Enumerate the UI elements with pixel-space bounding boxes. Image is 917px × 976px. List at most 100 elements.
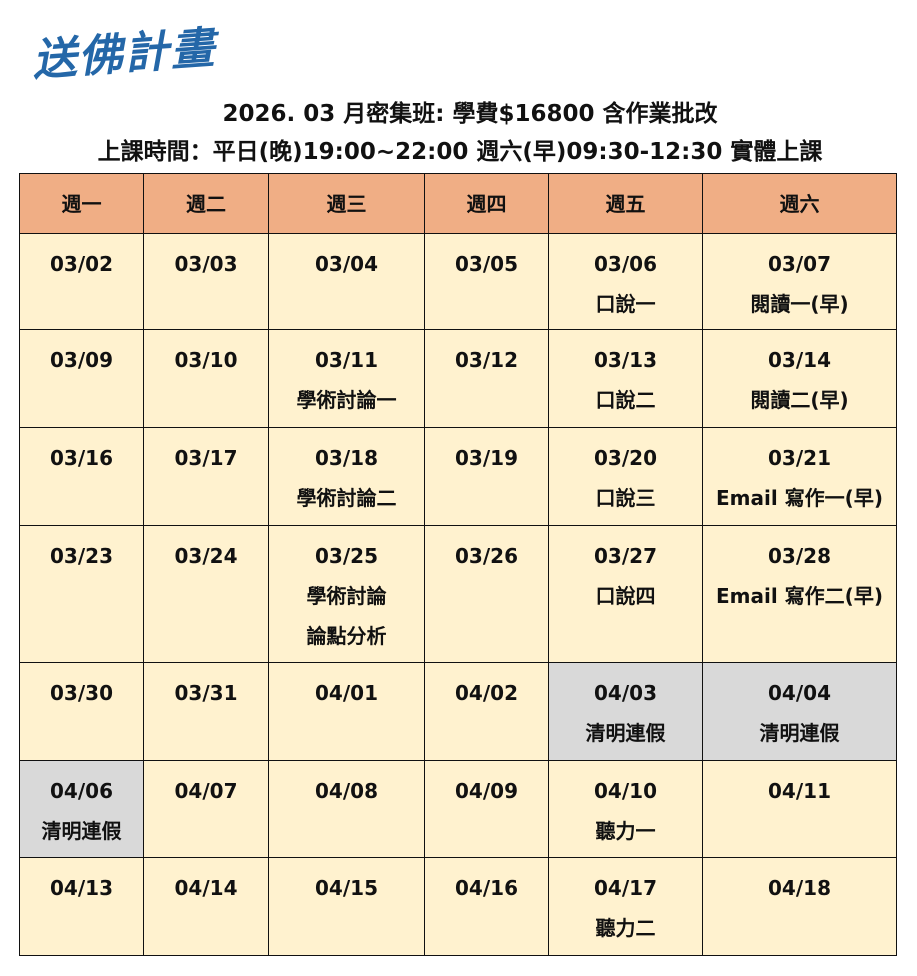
- date-label: 04/13: [50, 876, 113, 900]
- day-cell: 03/30: [19, 662, 144, 761]
- logo: 送佛計畫: [30, 22, 218, 87]
- day-cell: 04/09: [424, 760, 549, 858]
- weekday-header: 週五: [548, 173, 703, 234]
- day-cell: 03/02: [19, 233, 144, 330]
- day-cell: 04/10 聽力一: [548, 760, 703, 858]
- date-label: 03/31: [174, 681, 238, 705]
- day-cell: 03/17: [143, 427, 269, 526]
- date-label: 03/04: [315, 252, 378, 276]
- date-label: 03/19: [455, 446, 518, 470]
- date-label: 03/25: [315, 544, 378, 568]
- weekday-header: 週二: [143, 173, 269, 234]
- date-label: 04/14: [174, 876, 238, 900]
- class-label: 口說二: [595, 388, 656, 412]
- class-label: 閱讀一(早): [750, 292, 849, 316]
- date-label: 04/08: [315, 779, 378, 803]
- date-label: 04/07: [174, 779, 238, 803]
- day-cell: 03/16: [19, 427, 144, 526]
- date-label: 03/12: [455, 348, 518, 372]
- date-label: 04/17: [594, 876, 657, 900]
- class-label: 閱讀二(早): [750, 388, 849, 412]
- date-label: 04/02: [455, 681, 518, 705]
- day-cell: 04/01: [268, 662, 425, 761]
- date-label: 03/14: [768, 348, 831, 372]
- date-label: 03/27: [594, 544, 657, 568]
- date-label: 04/15: [315, 876, 378, 900]
- class-label: Email 寫作二(早): [716, 584, 883, 608]
- date-label: 03/24: [174, 544, 238, 568]
- class-label: 論點分析: [306, 624, 387, 648]
- class-label: 學術討論: [306, 584, 387, 608]
- day-cell: 03/05: [424, 233, 549, 330]
- date-label: 03/02: [50, 252, 113, 276]
- date-label: 03/10: [174, 348, 238, 372]
- day-cell: 03/12: [424, 329, 549, 428]
- week-row: 03/30 03/31 04/01 04/02 04/03 清明連假 04/04 清明連假: [19, 662, 897, 761]
- week-row: 03/16 03/17 03/18 學術討論二 03/19 03/20 口說三 03/21 Em…: [19, 427, 897, 526]
- day-cell: 04/16: [424, 857, 549, 956]
- day-cell: 03/27 口說四: [548, 525, 703, 663]
- day-cell: 03/07 閱讀一(早): [702, 233, 897, 330]
- date-label: 03/30: [50, 681, 113, 705]
- day-cell: 04/17 聽力二: [548, 857, 703, 956]
- class-label: 口說四: [595, 584, 656, 608]
- day-cell: 03/20 口說三: [548, 427, 703, 526]
- schedule-table: 週一 週二 週三 週四 週五 週六 03/02 03/03 03/04 03/05 03/06 口說…: [19, 173, 897, 956]
- date-label: 03/23: [50, 544, 113, 568]
- header-row: 週一 週二 週三 週四 週五 週六: [19, 173, 897, 234]
- day-cell: 03/19: [424, 427, 549, 526]
- weekday-header: 週三: [268, 173, 425, 234]
- class-label: 清明連假: [41, 819, 122, 843]
- week-row: 03/23 03/24 03/25 學術討論 論點分析 03/26 03/27 口說四 03/2…: [19, 525, 897, 663]
- day-cell: 04/14: [143, 857, 269, 956]
- day-cell: 03/28 Email 寫作二(早): [702, 525, 897, 663]
- class-label: 學術討論一: [296, 388, 397, 412]
- date-label: 04/11: [768, 779, 831, 803]
- date-label: 04/01: [315, 681, 378, 705]
- holiday-cell: 04/03 清明連假: [548, 662, 703, 761]
- date-label: 03/16: [50, 446, 113, 470]
- date-label: 04/10: [594, 779, 657, 803]
- day-cell: 03/23: [19, 525, 144, 663]
- date-label: 03/06: [594, 252, 657, 276]
- date-label: 03/09: [50, 348, 113, 372]
- weekday-header: 週六: [702, 173, 897, 234]
- class-label: 口說三: [595, 486, 656, 510]
- day-cell: 04/15: [268, 857, 425, 956]
- week-row: 04/06 清明連假 04/07 04/08 04/09 04/10 聽力一 04/11: [19, 760, 897, 858]
- week-row: 04/13 04/14 04/15 04/16 04/17 聽力二 04/18: [19, 857, 897, 956]
- week-row: 03/09 03/10 03/11 學術討論一 03/12 03/13 口說二 03/14 閱讀…: [19, 329, 897, 428]
- date-label: 04/03: [594, 681, 657, 705]
- day-cell: 03/18 學術討論二: [268, 427, 425, 526]
- day-cell: 03/13 口說二: [548, 329, 703, 428]
- day-cell: 04/18: [702, 857, 897, 956]
- date-label: 03/07: [768, 252, 831, 276]
- day-cell: 03/11 學術討論一: [268, 329, 425, 428]
- class-label: 聽力二: [595, 916, 656, 940]
- class-label: 清明連假: [759, 721, 840, 745]
- day-cell: 03/26: [424, 525, 549, 663]
- weekday-header: 週一: [19, 173, 144, 234]
- day-cell: 04/07: [143, 760, 269, 858]
- day-cell: 03/06 口說一: [548, 233, 703, 330]
- class-label: 學術討論二: [296, 486, 397, 510]
- class-label: 口說一: [595, 292, 656, 316]
- day-cell: 03/24: [143, 525, 269, 663]
- date-label: 04/18: [768, 876, 831, 900]
- date-label: 03/13: [594, 348, 657, 372]
- day-cell: 03/03: [143, 233, 269, 330]
- day-cell: 03/21 Email 寫作一(早): [702, 427, 897, 526]
- date-label: 04/16: [455, 876, 518, 900]
- day-cell: 04/08: [268, 760, 425, 858]
- page-subtitle: 上課時間：平日(晚)19:00~22:00 週六(早)09:30-12:30 實…: [97, 139, 823, 165]
- date-label: 03/17: [174, 446, 238, 470]
- date-label: 03/18: [315, 446, 378, 470]
- date-label: 03/11: [315, 348, 378, 372]
- class-label: Email 寫作一(早): [716, 486, 883, 510]
- date-label: 04/06: [50, 779, 113, 803]
- weekday-header: 週四: [424, 173, 549, 234]
- date-label: 03/03: [174, 252, 238, 276]
- date-label: 03/28: [768, 544, 831, 568]
- day-cell: 04/13: [19, 857, 144, 956]
- date-label: 03/05: [455, 252, 518, 276]
